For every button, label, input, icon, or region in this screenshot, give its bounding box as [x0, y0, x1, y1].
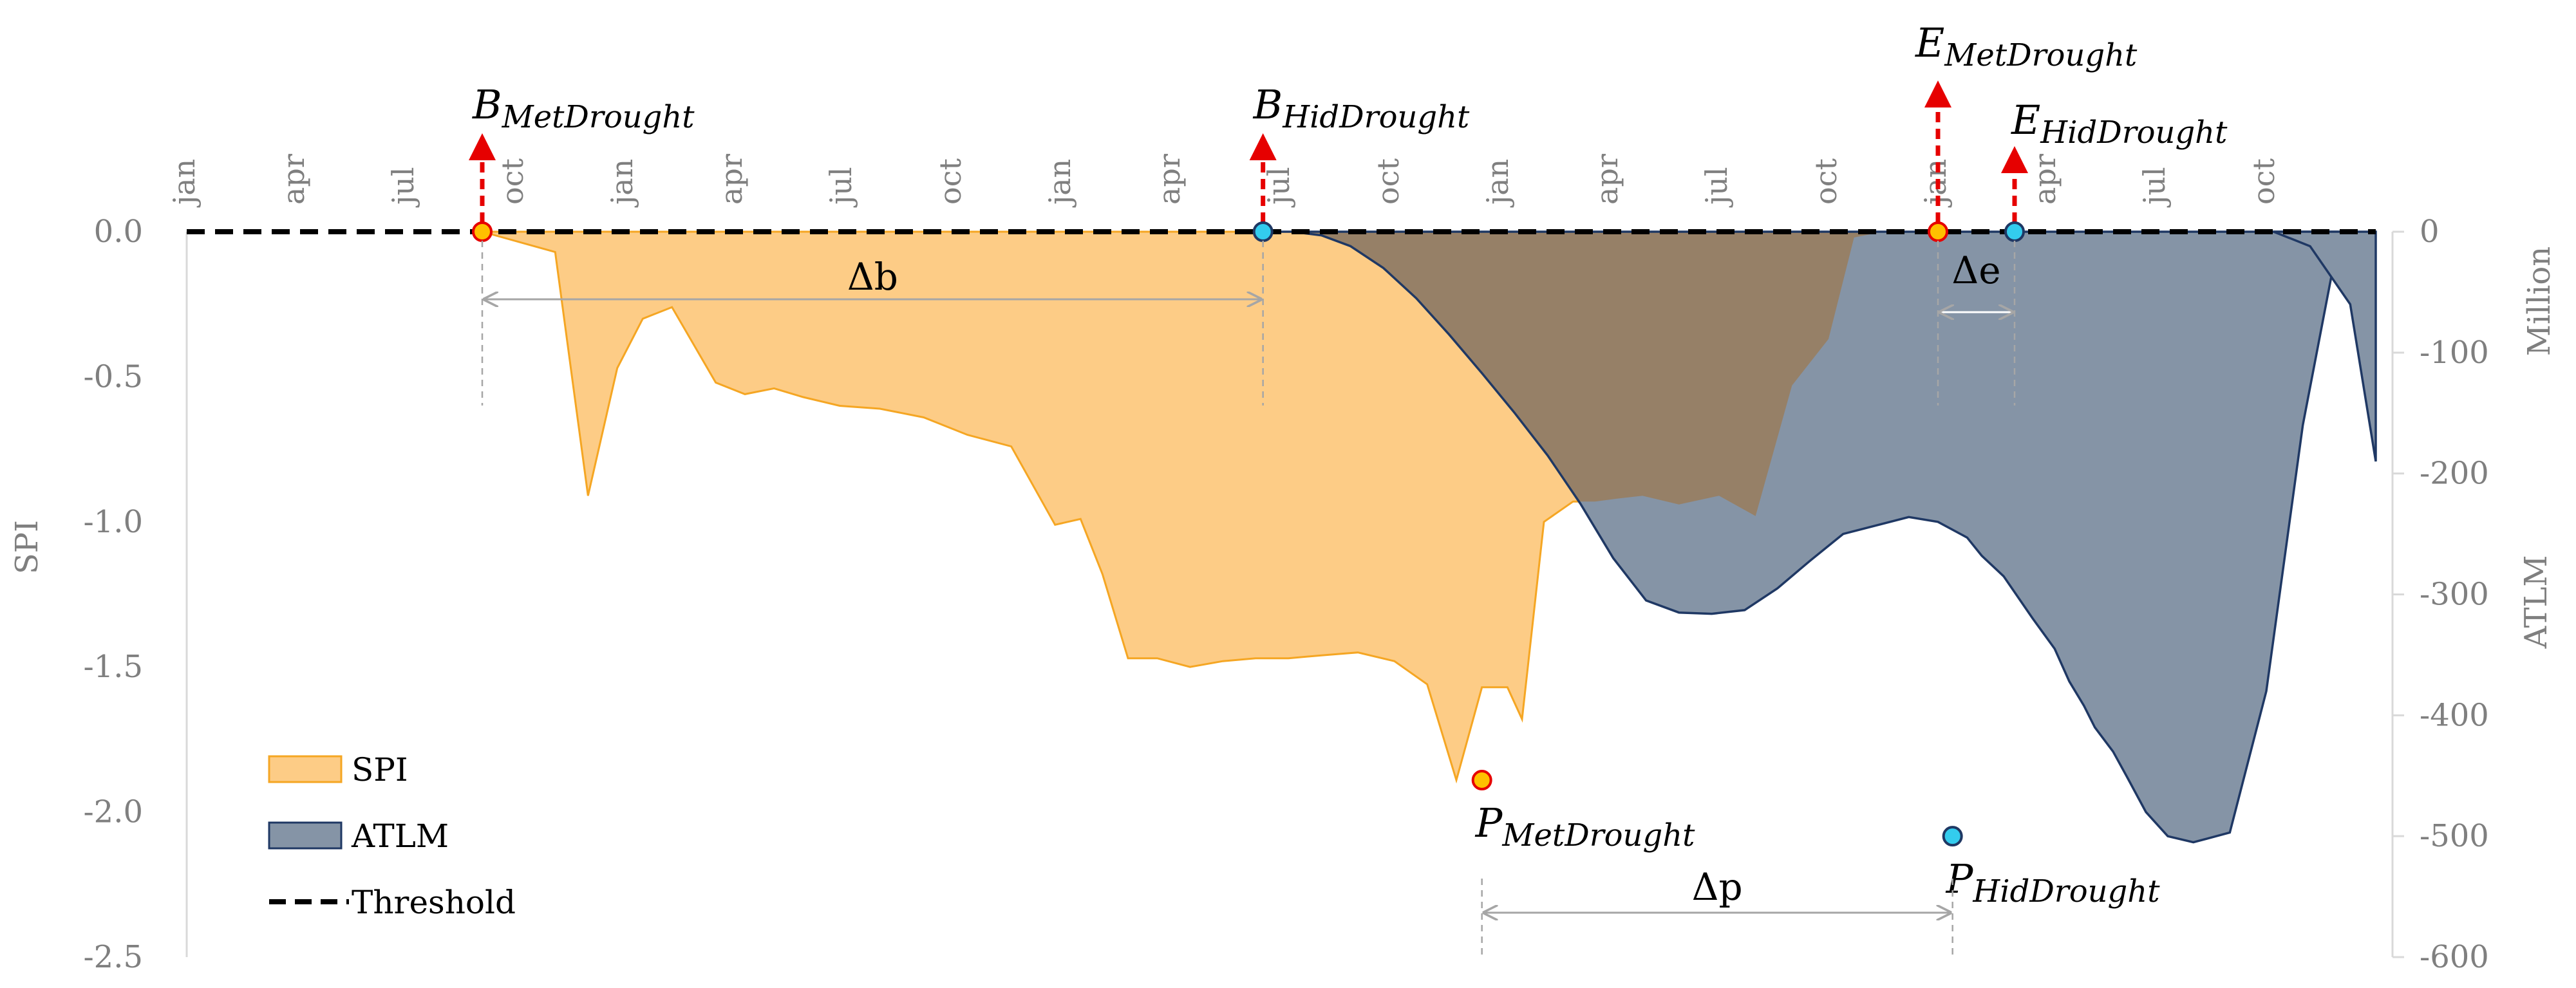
legend-label: Threshold — [352, 884, 516, 921]
x-month-label: apr — [2027, 154, 2062, 205]
atlm-outline — [1263, 230, 2358, 844]
span-label: Δp — [1692, 865, 1743, 909]
event-label: EMetDrought — [1915, 19, 2138, 73]
x-month-label: apr — [714, 154, 749, 205]
y-left-tick-label: -1.5 — [83, 649, 143, 685]
x-month-label: apr — [1590, 154, 1624, 205]
x-month-label: jan — [1918, 159, 1953, 208]
y-right-tick-label: 0 — [2420, 214, 2440, 250]
legend-label: SPI — [352, 751, 408, 788]
y-right-tick-label: -400 — [2420, 697, 2489, 733]
y-left-tick-label: -2.0 — [83, 794, 143, 830]
peak-marker — [1942, 826, 1963, 847]
right-unit-label: Million — [2521, 247, 2557, 356]
x-month-label: jan — [605, 159, 639, 208]
peak-label: PHidDrought — [1946, 855, 2161, 909]
x-month-label: jul — [2137, 167, 2172, 208]
y-right-tick-label: -100 — [2420, 335, 2489, 371]
y-left-axis-title: SPI — [9, 520, 45, 574]
x-month-label: jul — [1261, 167, 1296, 208]
span-label: Δb — [847, 255, 898, 299]
legend-swatch — [268, 821, 343, 850]
y-left-tick-label: -2.5 — [83, 939, 143, 975]
x-month-label: oct — [933, 158, 968, 205]
peak-marker — [1471, 770, 1492, 791]
y-right-tick-label: -500 — [2420, 818, 2489, 854]
annotations: BMetDrought BHidDrought EMetDrought EHidDro… — [469, 19, 2228, 957]
event-label: EHidDrought — [2011, 97, 2228, 151]
span-label: Δe — [1951, 248, 2000, 292]
x-month-label: oct — [495, 158, 530, 205]
y-right-axis-title: ATLM — [2518, 555, 2554, 649]
y-left-tick-label: -1.0 — [83, 504, 143, 540]
event-label: BHidDrought — [1253, 81, 1470, 135]
x-month-label: jul — [1699, 167, 1734, 208]
y-right-tick-label: -600 — [2420, 939, 2489, 975]
x-month-label: jan — [1042, 159, 1077, 208]
y-right-tick-label: -300 — [2420, 577, 2489, 613]
event-label: BMetDrought — [472, 81, 695, 135]
x-month-label: jan — [1480, 159, 1515, 208]
overlap-area — [1263, 232, 1953, 780]
event-marker — [2004, 221, 2025, 242]
event-marker — [472, 221, 493, 242]
legend-swatch — [268, 755, 343, 783]
x-month-label: oct — [1371, 158, 1406, 205]
x-month-label: jan — [167, 159, 202, 208]
legend-label: ATLM — [351, 817, 449, 855]
x-month-label: oct — [1809, 158, 1843, 205]
x-month-label: apr — [276, 154, 311, 205]
y-right-tick-label: -200 — [2420, 456, 2489, 492]
axes: 0.0 -0.5 -1.0 -1.5 -2.0 -2.5 0 -100 -200 -300 -400… — [9, 154, 2557, 975]
x-month-label: oct — [2246, 158, 2281, 205]
y-left-tick-label: -0.5 — [83, 359, 143, 395]
y-left-tick-label: 0.0 — [94, 214, 143, 250]
x-month-label: apr — [1152, 154, 1187, 205]
event-marker — [1928, 221, 1948, 242]
x-month-label: jul — [823, 167, 858, 208]
x-month-label: jul — [386, 167, 420, 208]
area-series — [482, 230, 2377, 844]
legend: SPI ATLM Threshold — [268, 751, 516, 921]
event-marker — [1252, 221, 1274, 242]
peak-label: PMetDrought — [1475, 799, 1695, 853]
atlm-area-tail — [2273, 230, 2377, 462]
